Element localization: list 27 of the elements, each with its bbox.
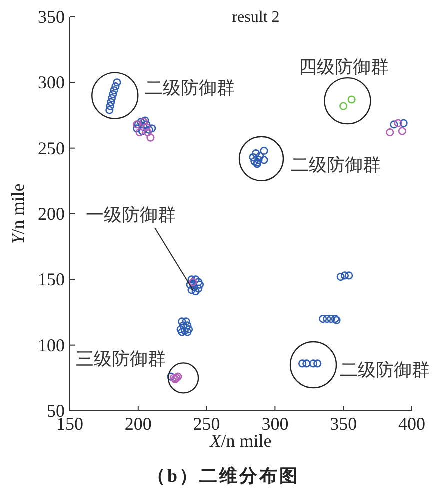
annotation: 四级防御群 <box>299 57 389 77</box>
annotation: 二级防御群 <box>92 72 235 120</box>
annotation: 二级防御群 <box>340 360 430 380</box>
annotation: 三级防御群 <box>76 349 166 369</box>
annotation: 二级防御群 <box>290 341 430 389</box>
y-tick-label: 300 <box>38 72 65 93</box>
x-axis-title: X/n mile <box>209 431 272 451</box>
y-tick-label: 200 <box>38 204 65 224</box>
annotation: 一级防御群 <box>86 205 176 225</box>
y-tick-label: 350 <box>38 7 65 27</box>
text: （b）二维分布图 <box>147 466 300 486</box>
chart-title: result 2 <box>232 9 280 26</box>
x-tick-label: 300 <box>262 414 289 434</box>
annotation: 二级防御群 <box>238 136 381 182</box>
y-tick-label: 250 <box>38 138 65 158</box>
annotation: 一级防御群 <box>86 205 194 291</box>
x-tick-label: 250 <box>193 414 220 434</box>
x-tick-label: 400 <box>398 414 426 434</box>
annotation: 四级防御群 <box>299 57 389 125</box>
x-tick-label: 350 <box>330 414 358 434</box>
annotation: 二级防御群 <box>291 155 381 175</box>
y-tick-label: 150 <box>38 270 65 290</box>
x-tick-label: 200 <box>124 414 152 434</box>
y-tick-label: 100 <box>38 335 65 356</box>
annotation: 二级防御群 <box>145 78 235 98</box>
y-axis-title: Y/n mile <box>8 184 28 244</box>
annotation: 三级防御群 <box>76 349 200 394</box>
